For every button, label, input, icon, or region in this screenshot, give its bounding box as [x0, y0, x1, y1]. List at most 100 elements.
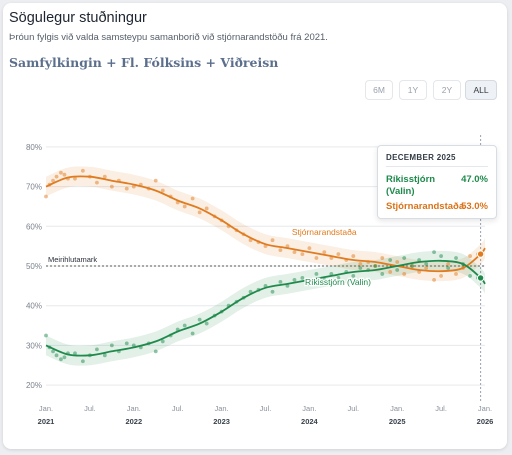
- government-poll-point: [358, 266, 363, 270]
- x-tick-year: 2021: [38, 417, 55, 426]
- x-tick-label: Jul.: [347, 404, 359, 413]
- opposition-poll-point: [109, 184, 114, 189]
- government-poll-point: [395, 268, 400, 272]
- opposition-trend-line: [45, 175, 486, 273]
- majority-label: Meirihlutamark: [48, 255, 97, 264]
- opposition-poll-point: [351, 254, 356, 258]
- x-tick-label: Jul.: [84, 404, 96, 413]
- government-poll-point: [432, 250, 436, 255]
- y-tick-label: 40%: [26, 302, 42, 311]
- government-band: [46, 250, 485, 366]
- government-poll-point: [102, 353, 107, 358]
- opposition-poll-point: [402, 272, 407, 276]
- government-poll-point: [351, 274, 356, 278]
- government-poll-point: [446, 266, 451, 270]
- tooltip-opposition-label: Stjórnarandstaða: [386, 201, 465, 212]
- tooltip-divider: [386, 166, 488, 167]
- x-tick-label: Jan.: [302, 404, 316, 413]
- y-tick-label: 50%: [26, 262, 42, 271]
- government-poll-point: [322, 277, 327, 282]
- opposition-poll-point: [62, 172, 67, 177]
- opposition-poll-point: [278, 248, 283, 253]
- government-poll-point: [292, 277, 297, 282]
- y-tick-label: 60%: [26, 222, 42, 231]
- opposition-poll-point: [314, 256, 319, 260]
- government-poll-point: [424, 262, 429, 266]
- opposition-poll-point: [439, 274, 443, 278]
- y-tick-label: 20%: [26, 381, 42, 390]
- x-tick-label: Jul.: [435, 404, 447, 413]
- government-poll-point: [454, 256, 458, 260]
- opposition-poll-point: [468, 254, 472, 258]
- opposition-poll-point: [336, 252, 341, 256]
- opposition-poll-point: [160, 188, 165, 193]
- government-poll-point: [54, 353, 59, 358]
- x-tick-label: Jul.: [172, 404, 184, 413]
- opposition-band: [46, 166, 485, 282]
- opposition-poll-point: [446, 262, 451, 266]
- page-subtitle: Þróun fylgis við valda samsteypu samanbo…: [9, 32, 328, 43]
- x-tick-year: 2026: [477, 417, 494, 426]
- opposition-poll-point: [73, 176, 77, 181]
- chart-tooltip: DECEMBER 2025 Ríkisstjórn (Valin) 47.0% …: [377, 145, 497, 219]
- government-poll-point: [59, 357, 63, 362]
- government-poll-point: [204, 321, 209, 326]
- government-poll-point: [190, 331, 195, 336]
- opposition-series-label: Stjórnarandstaða: [292, 227, 357, 237]
- government-poll-point: [197, 317, 202, 322]
- x-tick-year: 2025: [389, 417, 406, 426]
- government-poll-point: [109, 343, 114, 348]
- x-tick-label: Jan.: [127, 404, 141, 413]
- opposition-poll-point: [388, 270, 393, 274]
- opposition-poll-point: [292, 250, 297, 255]
- opposition-hover-marker: [476, 250, 485, 258]
- government-hover-marker: [476, 274, 485, 282]
- government-poll-point: [95, 347, 99, 352]
- government-poll-point: [439, 254, 443, 258]
- government-poll-point: [124, 341, 129, 346]
- opposition-poll-point: [300, 252, 305, 256]
- government-trend-line: [45, 259, 486, 357]
- opposition-poll-point: [190, 196, 195, 201]
- opposition-poll-point: [44, 194, 48, 199]
- tooltip-government-value: 47.0%: [461, 174, 488, 185]
- government-poll-point: [314, 272, 319, 276]
- opposition-poll-point: [204, 206, 209, 211]
- government-poll-point: [468, 274, 472, 278]
- opposition-poll-point: [395, 260, 400, 264]
- opposition-poll-point: [102, 174, 107, 179]
- range-6m-button[interactable]: 6M: [365, 80, 393, 100]
- opposition-poll-point: [197, 210, 202, 215]
- government-series-label: Ríkisstjórn (Valin): [305, 277, 371, 287]
- government-poll-point: [307, 281, 312, 286]
- opposition-poll-point: [358, 262, 363, 266]
- government-poll-point: [73, 351, 77, 356]
- government-poll-point: [80, 359, 85, 364]
- opposition-poll-point: [424, 266, 429, 270]
- range-2y-button[interactable]: 2Y: [433, 80, 461, 100]
- range-all-button[interactable]: ALL: [465, 80, 497, 100]
- x-tick-label: Jan.: [215, 404, 229, 413]
- government-poll-point: [62, 355, 67, 360]
- opposition-poll-point: [182, 204, 187, 209]
- tooltip-government-label: Ríkisstjórn (Valin): [386, 174, 436, 197]
- government-poll-point: [44, 333, 48, 338]
- tooltip-opposition-value: 53.0%: [461, 201, 488, 212]
- opposition-poll-point: [124, 186, 129, 191]
- opposition-poll-point: [80, 168, 85, 173]
- opposition-poll-point: [270, 238, 275, 243]
- government-poll-point: [380, 272, 385, 276]
- x-tick-label: Jan.: [39, 404, 53, 413]
- government-poll-point: [182, 323, 187, 328]
- x-tick-year: 2023: [213, 417, 230, 426]
- government-poll-point: [278, 279, 283, 284]
- opposition-poll-point: [54, 174, 59, 179]
- tooltip-date: DECEMBER 2025: [386, 153, 456, 162]
- x-tick-label: Jul.: [260, 404, 272, 413]
- range-1y-button[interactable]: 1Y: [399, 80, 427, 100]
- government-poll-point: [270, 289, 275, 294]
- opposition-poll-point: [51, 178, 55, 183]
- y-tick-label: 80%: [26, 143, 42, 152]
- government-poll-point: [402, 256, 407, 260]
